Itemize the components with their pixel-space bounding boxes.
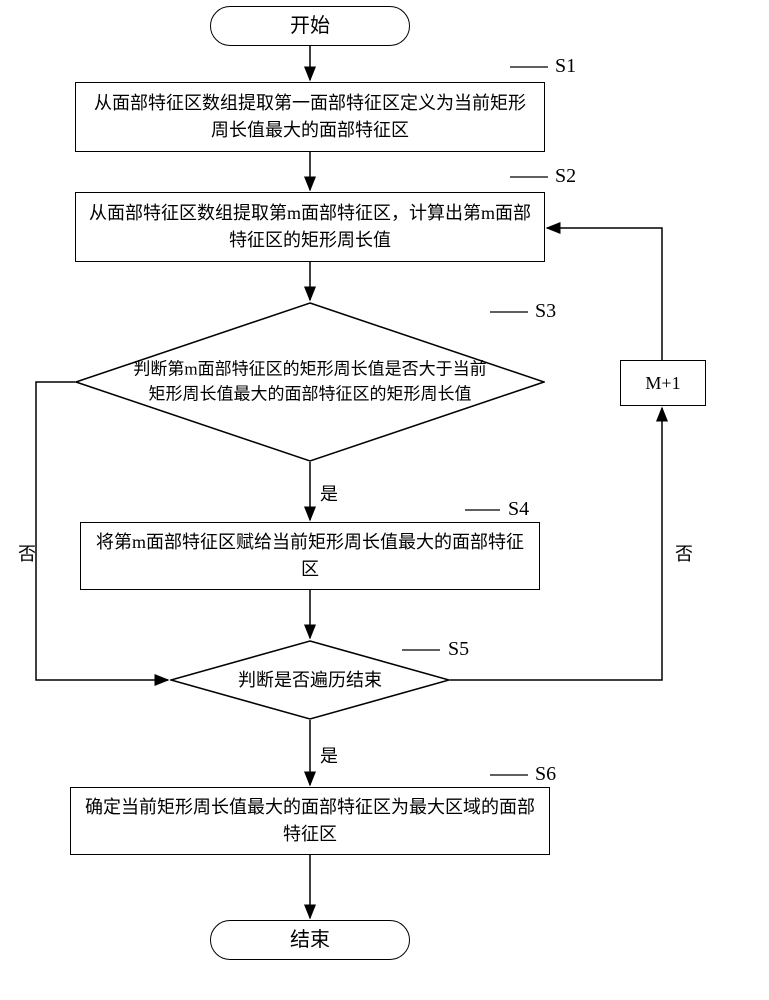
label-s5: S5 bbox=[448, 638, 469, 661]
step-increment: M+1 bbox=[620, 360, 706, 406]
s4-text: 将第m面部特征区赋给当前矩形周长值最大的面部特征区 bbox=[93, 529, 527, 583]
start-label: 开始 bbox=[290, 14, 330, 38]
flow-start: 开始 bbox=[210, 6, 410, 46]
increment-text: M+1 bbox=[645, 373, 680, 394]
label-s1: S1 bbox=[555, 55, 576, 78]
step-s5: 判断是否遍历结束 bbox=[170, 640, 450, 720]
label-s4: S4 bbox=[508, 498, 529, 521]
flow-end: 结束 bbox=[210, 920, 410, 960]
s5-text: 判断是否遍历结束 bbox=[201, 667, 419, 693]
step-s6: 确定当前矩形周长值最大的面部特征区为最大区域的面部特征区 bbox=[70, 787, 550, 855]
s6-text: 确定当前矩形周长值最大的面部特征区为最大区域的面部特征区 bbox=[83, 794, 537, 848]
s3-text: 判断第m面部特征区的矩形周长值是否大于当前矩形周长值最大的面部特征区的矩形周长值 bbox=[127, 357, 494, 406]
step-s3: 判断第m面部特征区的矩形周长值是否大于当前矩形周长值最大的面部特征区的矩形周长值 bbox=[75, 302, 545, 462]
edge-label-s5-yes: 是 bbox=[320, 742, 338, 768]
s1-text: 从面部特征区数组提取第一面部特征区定义为当前矩形周长值最大的面部特征区 bbox=[88, 90, 532, 144]
edge-label-s5-no: 否 bbox=[675, 540, 693, 566]
s2-text: 从面部特征区数组提取第m面部特征区，计算出第m面部特征区的矩形周长值 bbox=[88, 200, 532, 254]
edge-label-s3-yes: 是 bbox=[320, 480, 338, 506]
label-s3: S3 bbox=[535, 300, 556, 323]
step-s1: 从面部特征区数组提取第一面部特征区定义为当前矩形周长值最大的面部特征区 bbox=[75, 82, 545, 152]
edge-label-s3-no: 否 bbox=[18, 540, 36, 566]
label-s2: S2 bbox=[555, 165, 576, 188]
label-s6: S6 bbox=[535, 763, 556, 786]
step-s4: 将第m面部特征区赋给当前矩形周长值最大的面部特征区 bbox=[80, 522, 540, 590]
step-s2: 从面部特征区数组提取第m面部特征区，计算出第m面部特征区的矩形周长值 bbox=[75, 192, 545, 262]
end-label: 结束 bbox=[290, 928, 330, 952]
